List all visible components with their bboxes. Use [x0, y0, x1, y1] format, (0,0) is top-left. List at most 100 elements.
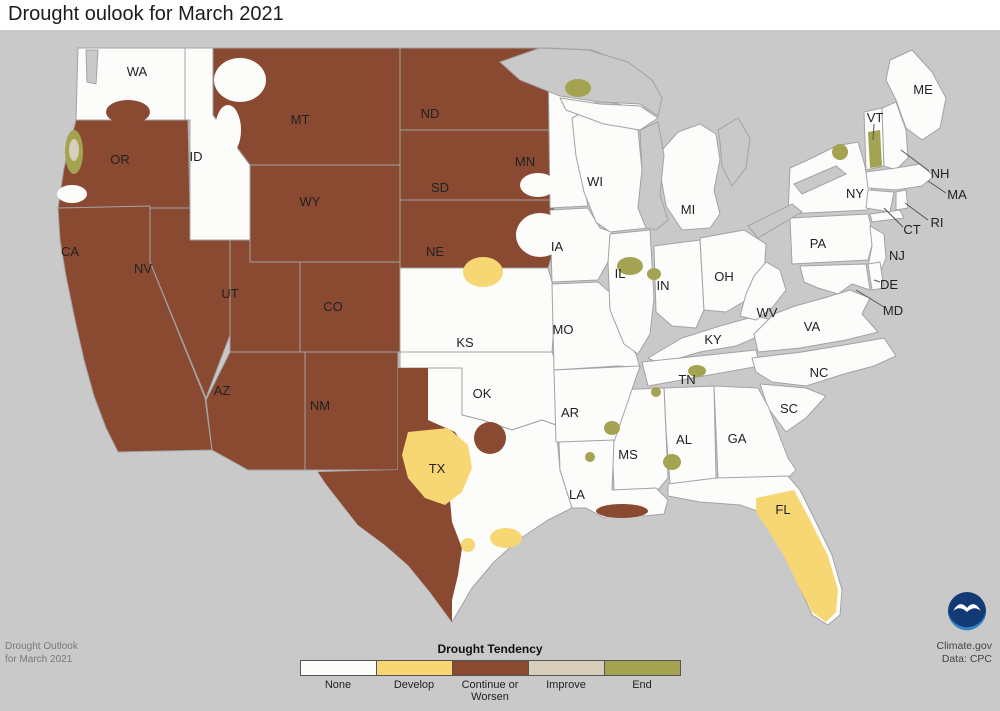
leader-line-NH [900, 149, 930, 172]
state-label-MD: MD [883, 303, 903, 318]
state-shape-WV [739, 261, 787, 321]
none-region-mt-west [215, 105, 241, 155]
state-label-ME: ME [913, 82, 933, 97]
state-label-IL: IL [615, 266, 626, 281]
state-shape-RI [895, 189, 909, 211]
page-title: Drought oulook for March 2021 [8, 3, 284, 25]
state-label-CT: CT [903, 222, 920, 237]
end-region-ms-west [585, 452, 595, 462]
drought-overlays-layer [57, 58, 882, 622]
none-region-ne-east [516, 213, 564, 257]
legend-swatch-none [300, 659, 377, 676]
none-region-sd-southeast [520, 173, 556, 197]
end-region-in [647, 268, 661, 280]
state-shape-PA [789, 213, 875, 265]
state-shape-WY [249, 164, 401, 263]
state-label-GA: GA [728, 431, 747, 446]
state-label-NV: NV [134, 261, 152, 276]
state-label-NH: NH [931, 166, 950, 181]
state-shape-AZ [205, 351, 306, 471]
attribution-left: Drought Outlook for March 2021 [5, 641, 78, 666]
legend-swatch-end [604, 659, 681, 676]
leader-line-RI [904, 202, 929, 221]
state-shape-MI [659, 123, 721, 231]
state-label-KS: KS [456, 335, 474, 350]
legend-swatch-improve [528, 659, 605, 676]
state-label-MI: MI [681, 202, 695, 217]
lakes-layer [85, 47, 847, 239]
leader-line-CT [883, 207, 904, 228]
state-shape-NC [751, 337, 897, 387]
state-shape-MI-upper [559, 97, 659, 131]
state-label-MA: MA [947, 187, 967, 202]
state-label-WY: WY [300, 194, 321, 209]
attribution-left-line2: for March 2021 [5, 653, 73, 665]
state-label-TX: TX [429, 461, 446, 476]
state-label-AZ: AZ [214, 383, 231, 398]
state-shape-NH [881, 101, 909, 171]
attribution-left-line1: Drought Outlook [5, 641, 78, 652]
state-label-WV: WV [757, 305, 778, 320]
legend-label-improve: Improve [546, 678, 586, 691]
legend: Drought Tendency None Develop Continue o… [300, 642, 681, 703]
improve-region-or-coast [69, 139, 79, 161]
state-shape-ME [885, 49, 947, 141]
state-label-NY: NY [846, 186, 864, 201]
develop-region-central-texas [402, 428, 472, 505]
leader-line-VT [872, 123, 875, 141]
end-region-ny-adirondacks [832, 144, 848, 160]
state-label-SD: SD [431, 180, 449, 195]
end-region-al [663, 454, 681, 470]
continue-region-ok-tx-border [474, 422, 506, 454]
state-label-MS: MS [618, 447, 638, 462]
states-layer [57, 47, 947, 626]
state-shape-CT [865, 189, 895, 213]
continue-region-id-panhandle [171, 127, 185, 141]
lake-huron [717, 117, 751, 187]
state-label-CA: CA [61, 244, 79, 259]
state-label-LA: LA [569, 487, 585, 502]
state-shape-VA [753, 289, 879, 353]
legend-item-improve: Improve [528, 659, 605, 703]
attribution-data-source: Data: CPC [941, 653, 992, 666]
none-region-mt-northwest [214, 58, 266, 102]
legend-label-none: None [324, 678, 352, 691]
leader-line-DE [873, 279, 881, 283]
legend-swatch-develop [376, 659, 453, 676]
lake-ontario [793, 165, 847, 195]
state-shape-DE [867, 261, 885, 291]
state-label-KY: KY [704, 332, 722, 347]
state-shape-CO [299, 261, 401, 353]
develop-region-ne-ks [463, 257, 503, 287]
none-region-or-southwest [57, 185, 87, 203]
end-region-tn-southwest [651, 387, 661, 397]
end-region-vt [868, 130, 882, 168]
state-label-NJ: NJ [889, 248, 905, 263]
legend-swatch-continue [452, 659, 529, 676]
lake-erie [747, 203, 803, 239]
state-label-SC: SC [780, 401, 798, 416]
end-region-tn [688, 365, 706, 377]
legend-label-develop: Develop [393, 678, 435, 691]
state-label-MT: MT [291, 112, 310, 127]
state-label-FL: FL [775, 502, 790, 517]
state-label-DE: DE [880, 277, 898, 292]
legend-bar: None Develop Continue or Worsen Improve … [300, 659, 681, 703]
noaa-logo-icon [948, 592, 986, 631]
state-label-IN: IN [657, 278, 670, 293]
end-region-il [617, 257, 643, 275]
develop-region-tx-small [461, 538, 475, 552]
state-label-PA: PA [810, 236, 827, 251]
develop-region-tx-coast [490, 528, 522, 548]
leader-line-MA [927, 180, 947, 194]
continue-region-la-coast [596, 504, 648, 518]
state-label-VA: VA [804, 319, 821, 334]
state-label-AL: AL [676, 432, 692, 447]
state-label-RI: RI [931, 215, 944, 230]
state-label-MN: MN [515, 154, 535, 169]
legend-label-end: End [632, 678, 652, 691]
attribution-source: Climate.gov [936, 640, 992, 652]
state-label-TN: TN [678, 372, 695, 387]
state-label-NE: NE [426, 244, 444, 259]
